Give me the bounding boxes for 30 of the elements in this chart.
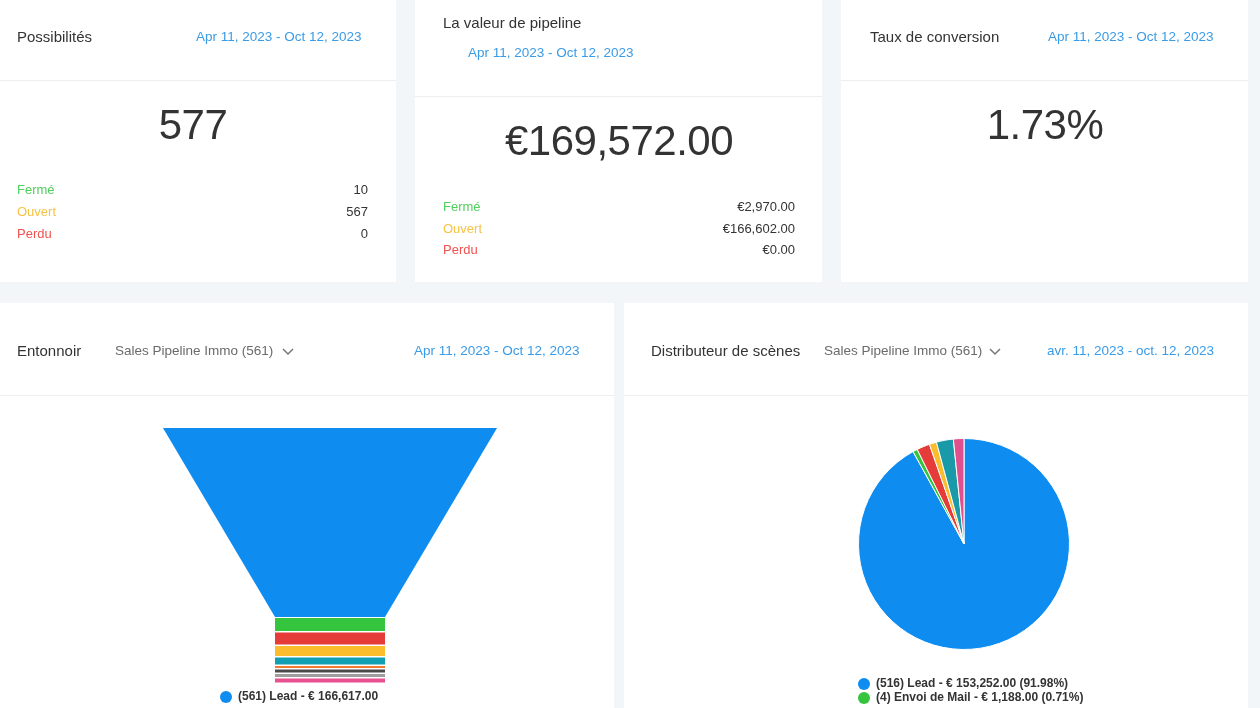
text: Possibilités [17,28,93,46]
data-label: 567 [346,203,368,220]
data-label: €2,970.00 [737,198,795,215]
category-label: Ouvert [17,203,57,220]
chart-subtitle: Sales Pipeline Immo (561) [824,343,983,359]
category-label: Fermé [17,181,55,198]
text: Taux de conversion [870,28,1000,46]
text: avr. 11, 2023 - oct. 12, 2023 [1047,343,1215,359]
text: Apr 11, 2023 - Oct 12, 2023 [196,29,362,45]
category-label: (561) Lead - € 166,617.00 [238,689,379,704]
data-label: 10 [353,181,368,198]
text: 1.73% [986,100,1104,150]
data-label: €0.00 [762,241,795,258]
data-label: €166,602.00 [722,220,795,236]
data-label: 0 [360,225,368,242]
category-label: Perdu [17,225,52,242]
text: Apr 11, 2023 - Oct 12, 2023 [1048,29,1214,45]
category-label: Perdu [443,241,478,258]
text: 577 [158,100,228,150]
legend-label: (516) Lead - € 153,252.00 (91.98%) [876,676,1069,691]
text: Apr 11, 2023 - Oct 12, 2023 [414,343,580,359]
text: Apr 11, 2023 - Oct 12, 2023 [468,45,634,61]
legend-label: (4) Envoi de Mail - € 1,188.00 (0.71%) [876,690,1084,705]
text: Distributeur de scènes [651,342,801,360]
text: La valeur de pipeline [443,14,582,32]
text: Sales Pipeline Immo (561) [115,343,274,359]
category-label: Fermé [443,198,481,215]
text: €169,572.00 [504,116,734,166]
text: Entonnoir [17,342,82,360]
category-label: Ouvert [443,220,483,236]
